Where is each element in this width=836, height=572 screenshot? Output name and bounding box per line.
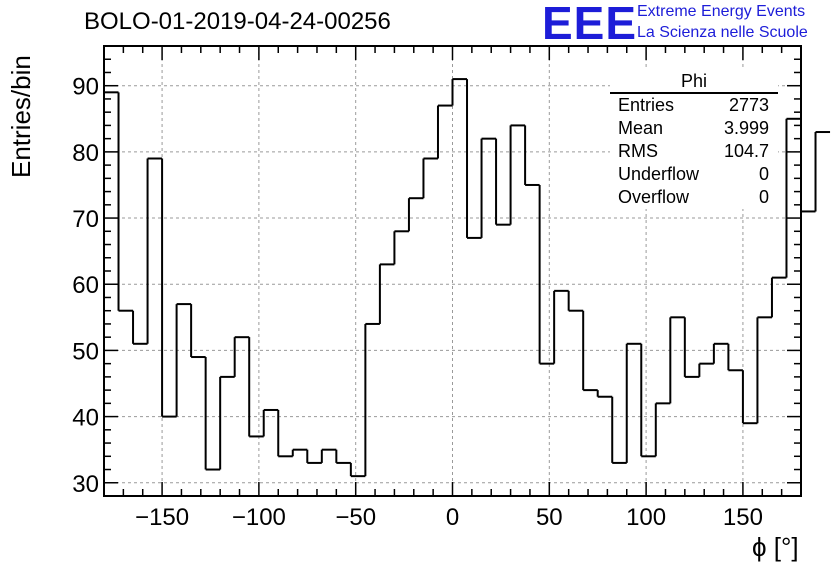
stats-row-overflow: Overflow 0 [610,186,778,209]
stats-value: 0 [758,187,769,207]
y-tick-label: 50 [72,338,99,365]
axis-ticks [104,45,801,497]
stats-label: Entries [618,95,675,115]
y-tick-label: 30 [72,471,99,498]
logo-caption-line2: La Scienza nelle Scuole [637,24,808,41]
x-tick-label: −100 [232,504,286,531]
stats-value: 3.999 [723,118,769,138]
stats-label: Mean [618,118,664,138]
tick-labels: −150 −100 −50 0 50 100 150 30 40 50 60 70 80 90 [72,74,763,531]
chart-title: BOLO-01-2019-04-24-00256 [84,8,391,35]
eee-logo: EEE [542,0,638,49]
x-tick-label: −150 [135,504,189,531]
x-axis-label: ϕ [°] [752,532,799,562]
y-tick-label: 90 [72,74,99,101]
stats-row-entries: Entries 2773 [610,94,778,117]
y-tick-label: 60 [72,272,99,299]
x-tick-label: 150 [723,504,763,531]
x-tick-label: −50 [335,504,376,531]
stats-value: 104.7 [723,141,769,161]
stats-row-mean: Mean 3.999 [610,117,778,140]
logo-caption-line1: Extreme Energy Events [637,3,806,20]
stats-label: Underflow [618,164,700,184]
stats-title: Phi [610,70,778,94]
x-tick-label: 100 [626,504,666,531]
stats-box: Phi Entries 2773 Mean 3.999 RMS 104.7 Un… [610,70,778,209]
stats-row-rms: RMS 104.7 [610,140,778,163]
y-tick-label: 40 [72,405,99,432]
x-tick-label: 50 [536,504,563,531]
y-tick-label: 80 [72,140,99,167]
stats-label: RMS [618,141,658,161]
stats-value: 0 [758,164,769,184]
stats-value: 2773 [728,95,769,115]
y-axis-label: Entries/bin [6,55,36,178]
x-tick-label: 0 [446,504,459,531]
stats-label: Overflow [618,187,690,207]
stats-row-underflow: Underflow 0 [610,163,778,186]
y-tick-label: 70 [72,206,99,233]
